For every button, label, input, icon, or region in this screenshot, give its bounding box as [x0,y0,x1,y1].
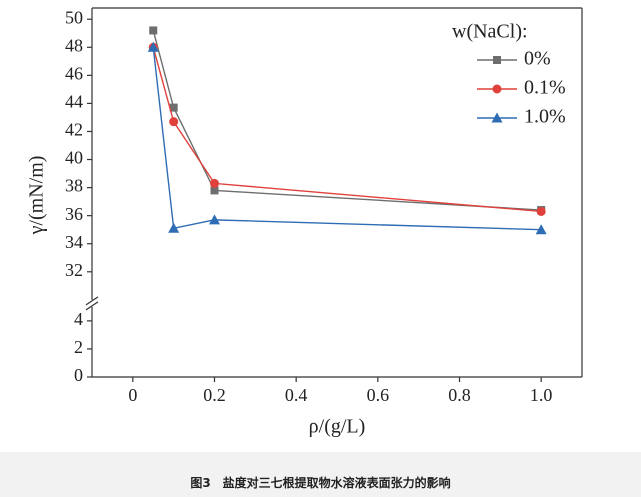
y-tick-label: 0 [74,365,83,385]
legend-title: w(NaCl): [452,21,528,43]
y-axis-label: γ/(mN/m) [26,156,48,236]
y-tick-label: 42 [65,120,83,140]
x-tick-label: 1.0 [530,385,553,405]
x-tick-label: 0 [128,385,137,405]
x-tick-label: 0.4 [285,385,308,405]
y-tick-label: 40 [65,148,83,168]
marker-triangle [209,214,220,225]
marker-circle [169,117,179,127]
marker-triangle [168,222,180,233]
axis-break [85,296,99,306]
series-line [152,47,542,213]
caption-bar: 图3 盐度对三七根提取物水溶液表面张力的影响 [0,452,641,497]
x-tick-label: 0.8 [448,385,471,405]
caption: 图3 盐度对三七根提取物水溶液表面张力的影响 [190,476,451,490]
x-tick-label: 0.2 [203,385,226,405]
y-tick-label: 44 [65,92,83,112]
series-line [152,47,542,231]
marker-triangle [535,224,547,235]
legend-label: 0% [524,48,551,70]
y-tick-label: 46 [65,63,83,83]
y-tick-label: 36 [65,204,83,224]
marker-triangle [147,41,159,52]
chart: ρ/(g/L) γ/(mN/m) w(NaCl): 0 2 4 32 34 36 38 40 4… [26,7,583,438]
legend-label: 1.0% [524,106,566,128]
y-tick-label: 2 [74,337,83,357]
marker-circle [492,84,502,94]
marker-circle [210,178,219,188]
axis-break [85,301,99,311]
marker-circle [536,206,546,216]
marker-square [493,56,501,64]
y-tick-label: 38 [65,176,83,196]
marker-triangle [491,112,503,123]
marker-square [210,186,219,195]
series-line [152,30,542,211]
x-axis-label: ρ/(g/L) [309,416,366,438]
marker-square [149,26,158,35]
y-tick-label: 32 [65,260,83,280]
marker-square [169,103,178,112]
legend-label: 0.1% [524,77,566,99]
x-tick-label: 0.6 [367,385,390,405]
y-tick-label: 48 [65,35,83,55]
y-tick-label: 4 [74,309,83,329]
y-tick-label: 34 [65,232,83,252]
y-tick-label: 50 [65,7,83,27]
